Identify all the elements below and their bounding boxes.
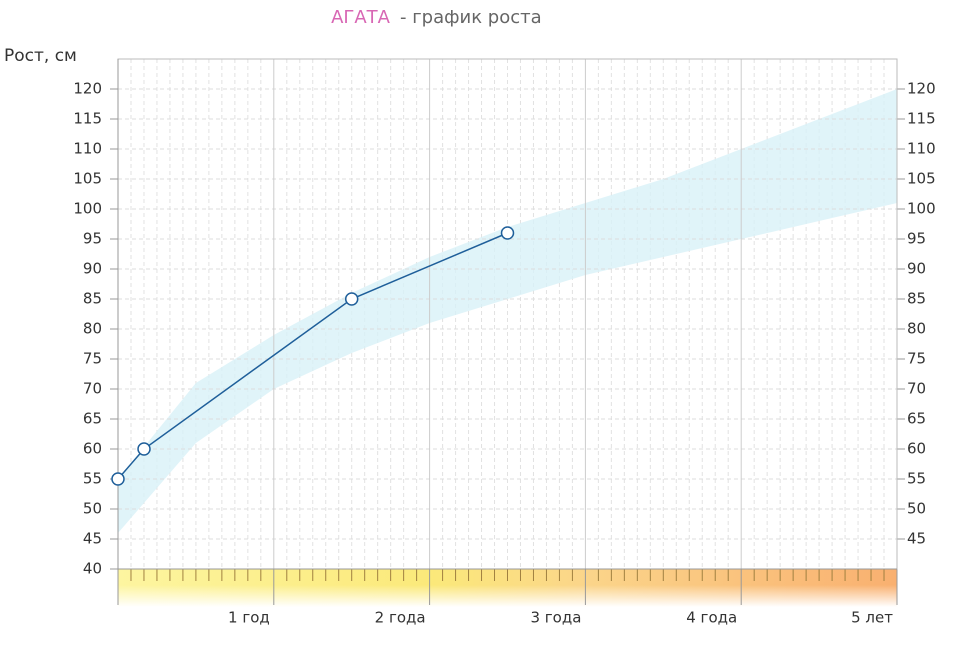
y-tick-label: 90 [83,260,102,278]
norm-band [118,89,897,533]
y-tick-label: 95 [83,230,102,248]
y-tick-label: 105 [73,170,102,188]
y2-tick-label: 80 [907,320,926,338]
y2-tick-label: 75 [907,350,926,368]
y-tick-label: 60 [83,440,102,458]
chart-title: - график роста [400,7,542,28]
x-tick-label: 1 год [228,609,270,627]
y2-tick-label: 45 [907,530,926,548]
data-point [500,226,515,240]
y-tick-label: 40 [83,560,102,578]
y-tick-label: 115 [73,110,102,128]
y2-tick-label: 50 [907,500,926,518]
y2-tick-label: 100 [907,200,936,218]
child-name: АГАТА [331,7,391,28]
y2-tick-label: 90 [907,260,926,278]
y2-tick-label: 95 [907,230,926,248]
y-tick-label: 70 [83,380,102,398]
y-axis-label: Рост, см [4,46,77,66]
y-tick-label: 75 [83,350,102,368]
x-tick-label: 5 лет [851,609,893,627]
y2-tick-label: 70 [907,380,926,398]
x-tick-label: 3 года [530,609,581,627]
x-tick-label: 2 года [375,609,426,627]
y2-tick-label: 105 [907,170,936,188]
y2-tick-label: 115 [907,110,936,128]
data-point [344,292,359,306]
growth-line [117,232,508,480]
y2-tick-label: 65 [907,410,926,428]
y-tick-label: 110 [73,140,102,158]
y-tick-label: 65 [83,410,102,428]
y-tick-label: 85 [83,290,102,308]
y-tick-label: 120 [73,80,102,98]
x-tick-label: 4 года [686,609,737,627]
data-point [111,472,125,486]
y-tick-label: 50 [83,500,102,518]
age-strip-fade [118,585,897,607]
y-tick-label: 80 [83,320,102,338]
y2-tick-label: 60 [907,440,926,458]
y-tick-label: 55 [83,470,102,488]
data-point [137,442,151,456]
y-tick-label: 45 [83,530,102,548]
y2-tick-label: 55 [907,470,926,488]
y-tick-label: 100 [73,200,102,218]
y2-tick-label: 120 [907,80,936,98]
y2-tick-label: 85 [907,290,926,308]
y2-tick-label: 110 [907,140,936,158]
